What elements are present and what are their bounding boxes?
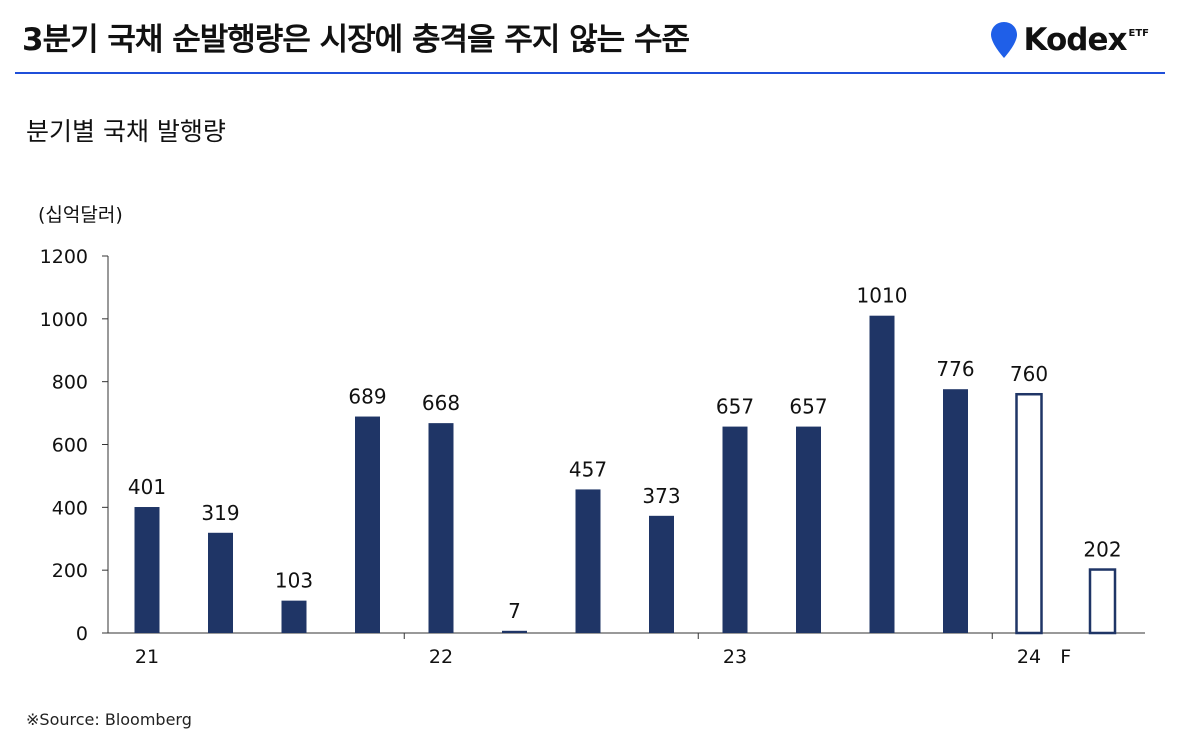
bar-value-label: 668 [422, 391, 460, 415]
brand-name: Kodex [1023, 22, 1128, 58]
bar [281, 600, 307, 633]
y-tick-label: 800 [52, 372, 88, 394]
bar-value-label: 457 [569, 457, 607, 481]
bar-value-label: 401 [128, 475, 166, 499]
x-year-label: F [1060, 646, 1071, 668]
brand-logo: Kodex ETF [990, 20, 1149, 60]
y-tick-label: 1200 [40, 246, 88, 268]
bar [796, 426, 821, 633]
bar [134, 507, 160, 633]
bar-value-label: 689 [348, 385, 386, 409]
bar [943, 389, 968, 633]
x-year-label: 22 [429, 646, 453, 668]
x-year-label: 24 [1017, 646, 1041, 668]
unit-label: (십억달러) [38, 204, 123, 226]
y-tick-label: 200 [52, 560, 88, 582]
bar-value-label: 1010 [857, 284, 908, 308]
bar-value-label: 776 [936, 357, 974, 381]
source-note: ※Source: Bloomberg [26, 710, 192, 729]
x-year-label: 23 [723, 646, 747, 668]
forecast-bar [1015, 392, 1043, 635]
forecast-bar [1088, 568, 1117, 635]
bar-value-label: 657 [789, 395, 827, 419]
bar-value-label: 7 [508, 599, 521, 623]
bar [355, 416, 380, 633]
bar [208, 532, 233, 633]
bar-value-label: 319 [201, 501, 239, 525]
bar [869, 315, 895, 633]
bar-value-label: 760 [1010, 362, 1048, 386]
bar [575, 489, 601, 633]
page-title: 3분기 국채 순발행량은 시장에 충격을 주지 않는 수준 [22, 22, 690, 58]
x-year-label: 21 [135, 646, 159, 668]
bar-value-label: 103 [275, 569, 313, 593]
y-tick-label: 600 [52, 435, 88, 457]
bar-value-label: 373 [642, 484, 680, 508]
header-divider [15, 72, 1165, 74]
bar [502, 630, 527, 633]
location-pin-icon [990, 22, 1017, 58]
bar-value-label: 657 [716, 395, 754, 419]
brand-suffix: ETF [1128, 28, 1149, 39]
bar [649, 515, 674, 633]
chart-title: 분기별 국채 발행량 [26, 117, 226, 146]
bar [722, 426, 748, 633]
y-tick-label: 400 [52, 497, 88, 519]
y-tick-label: 0 [76, 623, 88, 645]
bar [428, 423, 454, 633]
bar-value-label: 202 [1083, 538, 1121, 562]
y-tick-label: 1000 [40, 309, 88, 331]
bar-chart: 0 200 400 600 800 1000 1200 21 22 23 24 F 401 319 103 6… [40, 246, 1145, 668]
